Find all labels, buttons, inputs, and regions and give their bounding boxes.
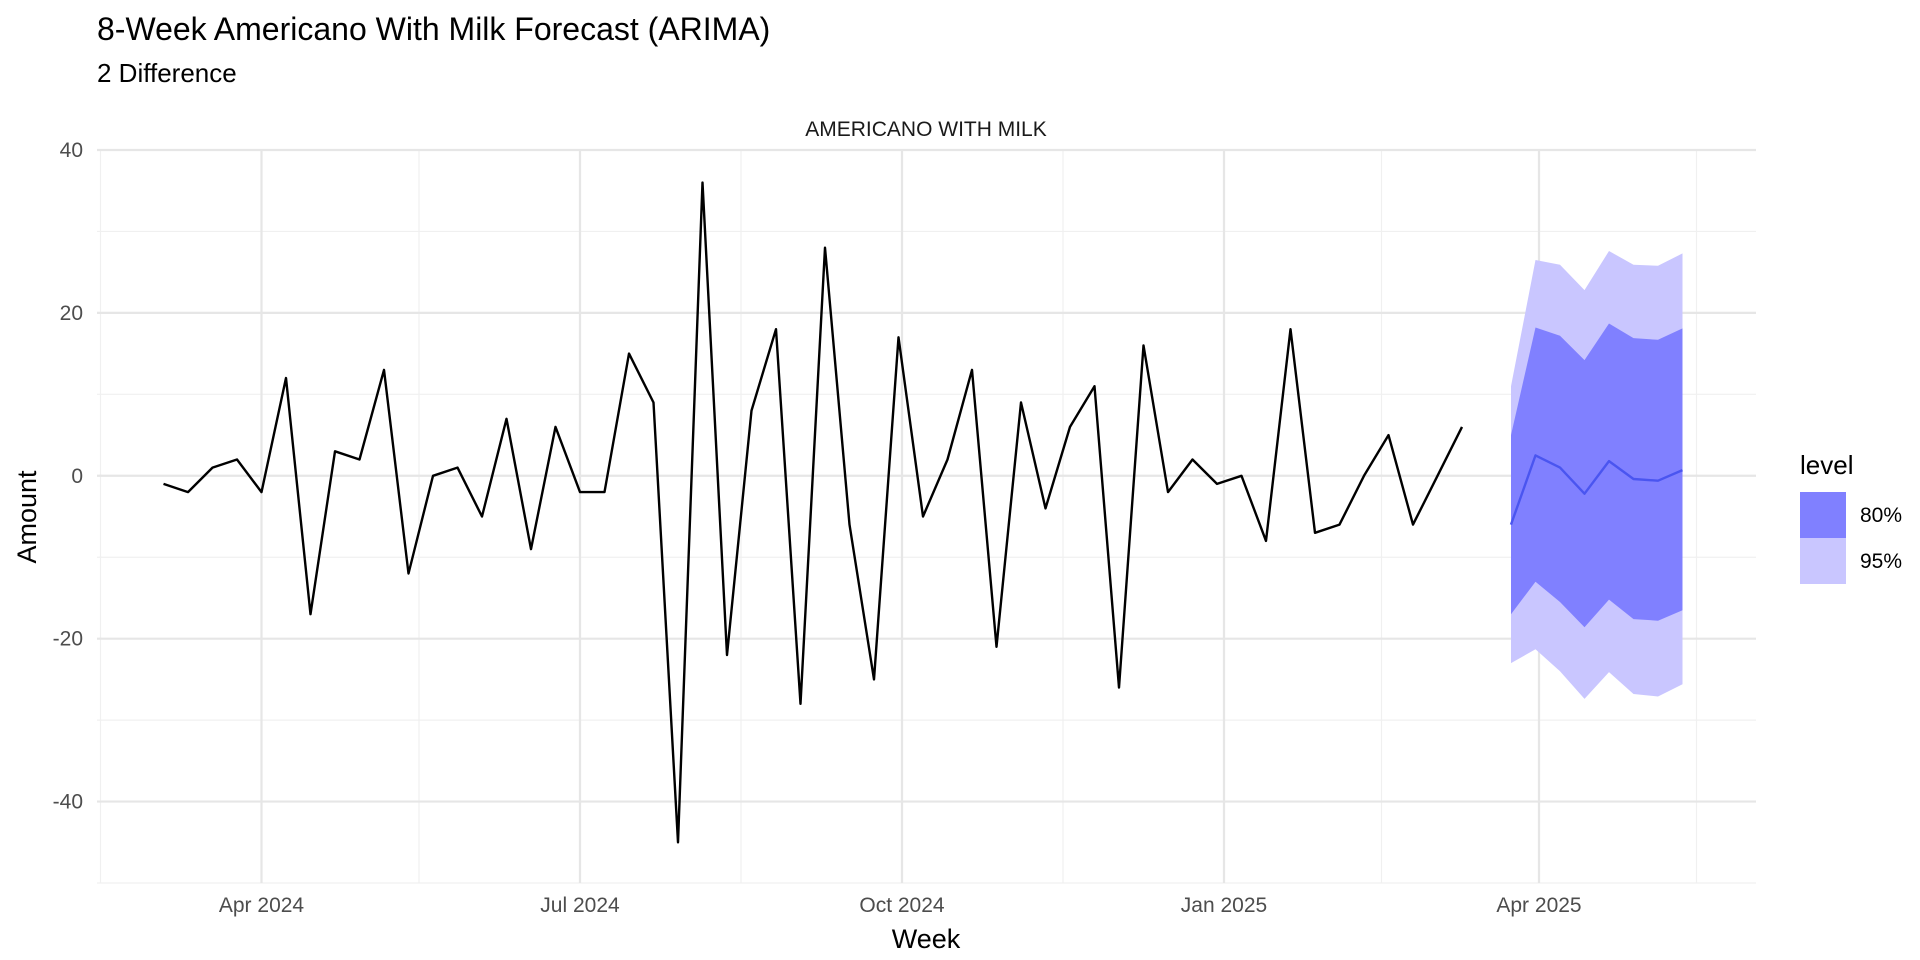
x-axis-ticks: Apr 2024 Jul 2024 Oct 2024 Jan 2025 Apr 2025	[219, 894, 1582, 917]
legend-swatch	[1800, 492, 1846, 538]
legend: level 80% 95%	[1800, 450, 1902, 584]
forecast-intervals	[1511, 251, 1683, 699]
x-tick-label: Oct 2024	[859, 894, 945, 917]
chart-subtitle: 2 Difference	[97, 58, 237, 88]
y-tick-label: 20	[60, 302, 83, 325]
legend-title: level	[1800, 450, 1853, 480]
facet-strip-label: AMERICANO WITH MILK	[805, 118, 1047, 141]
y-tick-label: 40	[60, 139, 83, 162]
major-gridlines	[97, 148, 1756, 883]
chart-title: 8-Week Americano With Milk Forecast (ARI…	[97, 11, 770, 47]
legend-label: 95%	[1860, 550, 1902, 573]
x-tick-label: Jul 2024	[540, 894, 620, 917]
forecast-mean-line	[1509, 454, 1683, 526]
y-tick-label: -40	[53, 791, 83, 814]
history-line	[163, 181, 1464, 844]
minor-gridlines	[97, 150, 1756, 884]
legend-swatch	[1800, 538, 1846, 584]
x-tick-label: Jan 2025	[1181, 894, 1267, 917]
y-tick-label: -20	[53, 628, 83, 651]
y-tick-label: 0	[71, 465, 83, 488]
series-lines	[163, 181, 1683, 844]
y-axis-ticks: -40 -20 0 20 40	[53, 139, 83, 814]
legend-label: 80%	[1860, 504, 1902, 527]
x-axis-title: Week	[892, 924, 961, 954]
band-80-percent	[1511, 323, 1683, 628]
x-tick-label: Apr 2024	[219, 894, 305, 917]
y-axis-title: Amount	[12, 470, 42, 564]
x-tick-label: Apr 2025	[1496, 894, 1581, 917]
